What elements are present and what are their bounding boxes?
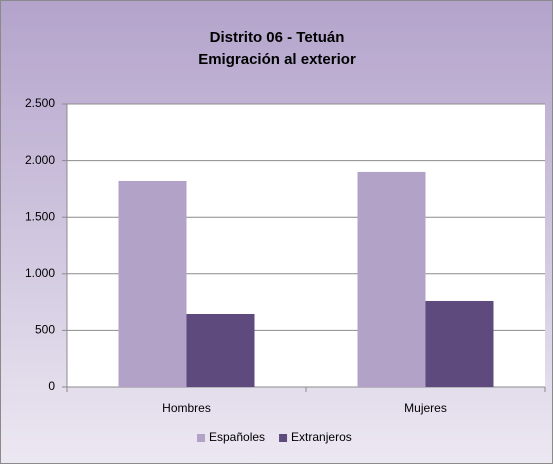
legend-swatch xyxy=(279,434,288,442)
x-tick-label: Mujeres xyxy=(404,401,447,415)
chart-title: Distrito 06 - Tetuán xyxy=(210,29,345,46)
y-tick-label: 2.000 xyxy=(25,153,55,167)
bar xyxy=(186,313,255,387)
bar xyxy=(118,180,187,387)
bar xyxy=(357,171,426,387)
y-tick-label: 2.500 xyxy=(25,96,55,110)
legend-label: Españoles xyxy=(209,430,265,444)
y-tick-label: 0 xyxy=(48,379,55,393)
y-tick-label: 1.000 xyxy=(25,266,55,280)
y-tick-label: 500 xyxy=(35,323,55,337)
y-tick-label: 1.500 xyxy=(25,209,55,223)
chart-title: Emigración al exterior xyxy=(198,51,356,68)
x-tick-label: Hombres xyxy=(162,401,211,415)
bar xyxy=(425,300,494,387)
legend-swatch xyxy=(197,434,205,442)
legend-label: Extranjeros xyxy=(291,430,352,444)
